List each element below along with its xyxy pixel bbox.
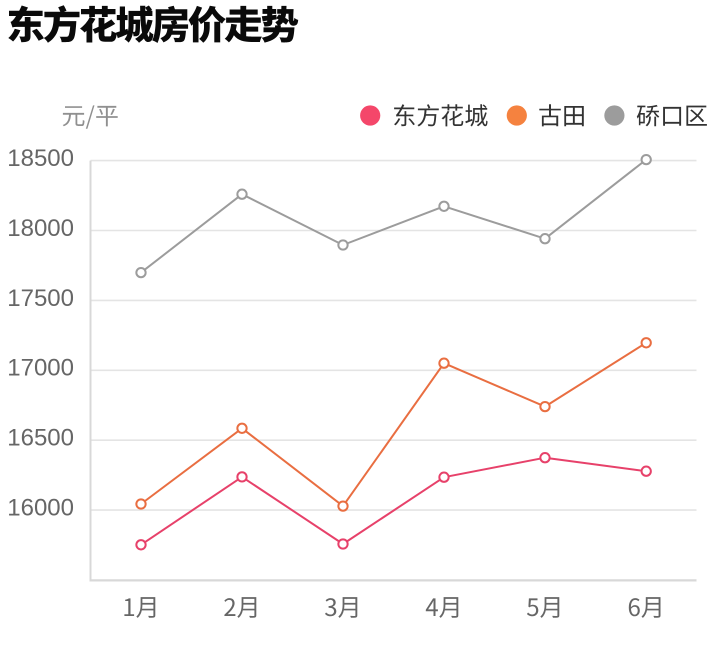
svg-text:18500: 18500 [7, 145, 74, 172]
svg-text:17500: 17500 [7, 285, 74, 312]
svg-text:18000: 18000 [7, 215, 74, 242]
svg-text:16000: 16000 [7, 495, 74, 522]
svg-text:17000: 17000 [7, 355, 74, 382]
svg-text:16500: 16500 [7, 425, 74, 452]
